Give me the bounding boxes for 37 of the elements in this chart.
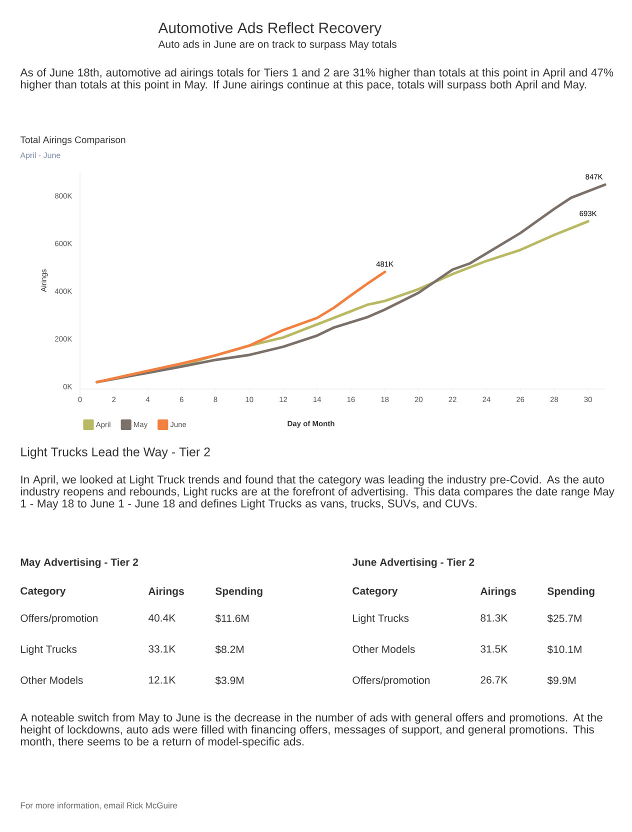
text: Spending [548,587,594,598]
data-label: 26.7K [480,676,508,684]
category-label: Other Models [20,676,83,684]
text: Airings [148,587,184,598]
text: A noteable switch from May to June is the decrease in the number of ads with general offers and promotions. At the height of lockdowns, auto ads were filled with financing offers, messages of support, and general promotions. This month, there seems to be a return of model-specific ads. [20,713,602,748]
data-label: 40.4K [148,614,176,622]
data-label: 33.1K [148,645,176,653]
text: June Advertising - Tier 2 [352,558,474,568]
text: Category [352,587,398,597]
line-series [96,183,606,384]
text: In April, we looked at Light Truck trends and found that the category was leading the industry pre-Covid. As the auto industry reopens and rebounds, Light rucks are at the forefront of advertising. This data compares the date range May 1 - May 18 to June 1 - June 18 and defines Light Trucks as vans, trucks, SUVs, and CUVs. [20,475,614,510]
data-label: $9.9M [547,676,576,685]
line-series [96,270,386,384]
text: For more information, email Rick McGuire [20,802,178,810]
data-label: $25.7M [547,614,582,623]
data-label: $8.2M [215,645,244,654]
text: Category [20,587,66,597]
text: Light Trucks Lead the Way - Tier 2 [21,447,210,459]
category-label: Offers/promotion [20,614,98,624]
data-label: $3.9M [215,676,244,685]
data-label: 31.5K [480,645,508,653]
category-label: Light Trucks [353,614,409,624]
text: Spending [216,587,262,598]
data-label: $10.1M [547,645,582,654]
category-label: Other Models [352,645,415,653]
chart-title: Total Airings Comparison [20,136,126,146]
text: Automotive Ads Reflect Recovery [158,22,382,36]
data-label: 81.3K [480,614,508,622]
data-label: 12.1K [149,676,176,684]
text: Auto ads in June are on track to surpass May totals [158,40,396,50]
category-label: Offers/promotion [352,676,430,686]
text: Airings [480,587,516,598]
data-label: $11.6M [215,614,249,623]
text: As of June 18th, automotive ad airings totals for Tiers 1 and 2 are 31% higher than totals at this point in April and 47% higher than totals at this point in May. If June airings continue at this pace, totals will surpass both April and May. [20,68,614,91]
chart-subtitle: April - June [20,152,60,160]
category-label: Light Trucks [21,645,77,655]
text: May Advertising - Tier 2 [20,558,138,568]
